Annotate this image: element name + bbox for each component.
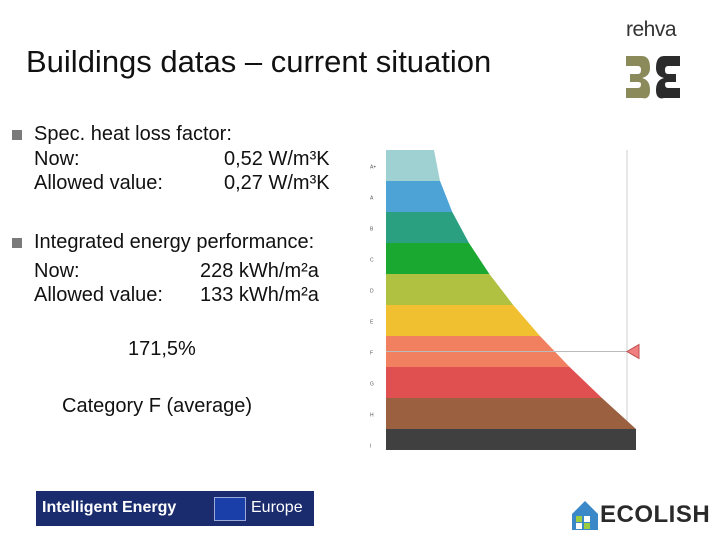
energy-class-label: C [370,258,374,264]
heat-loss-now-value: 0,52 W/m³K [224,148,330,170]
energy-class-label: B [370,227,374,233]
energy-class-band [386,212,469,243]
intelligent-energy-logo: Intelligent Energy Europe [36,491,314,526]
energy-now-value: 228 kWh/m²a [200,260,319,282]
energy-class-band [386,367,602,398]
rehva-wordmark: rehva [626,18,677,41]
energy-class-label: A [370,196,374,202]
energy-class-label: I [370,444,371,450]
heat-loss-allowed-value: 0,27 W/m³K [224,172,330,194]
bullet-marker [12,130,22,140]
heat-loss-now-key: Now: [34,148,80,170]
energy-class-band [386,150,441,181]
energy-class-band [386,305,540,336]
energy-label-chart: A+ A B C D E F G H I [360,140,640,460]
energy-class-label: A+ [370,165,376,171]
energy-class-band [386,429,636,460]
heat-loss-allowed-key: Allowed value: [34,172,163,194]
energy-class-label: F [370,351,373,357]
rehva-logo: rehva [620,18,692,100]
eu-flag-icon [214,497,246,521]
ie-logo-left-text: Intelligent Energy [42,499,177,516]
energy-class-label: E [370,320,374,326]
category-label: Category F (average) [62,395,253,417]
ie-logo-right-text: Europe [251,499,303,516]
energy-class-label: D [370,289,374,295]
bullet-marker [12,238,22,248]
current-class-marker [626,343,640,360]
energy-performance-label: Integrated energy performance: [34,231,315,253]
energy-class-label: H [370,413,374,419]
energy-class-band [386,398,636,429]
energy-class-band [386,181,453,212]
ecolish-wordmark: ECOLISH [600,501,711,528]
energy-allowed-key: Allowed value: [34,284,163,306]
page-title: Buildings datas – current situation [26,44,492,79]
energy-now-key: Now: [34,260,80,282]
ecolish-logo: ECOLISH [570,496,710,532]
energy-class-band [386,243,490,274]
rehva-symbol-icon [626,56,680,99]
energy-allowed-value: 133 kWh/m²a [200,284,319,306]
house-icon [572,501,598,530]
energy-class-band [386,274,514,305]
heat-loss-label: Spec. heat loss factor: [34,123,232,145]
energy-label-svg: A+ A B C D E F G H I [370,150,640,460]
energy-class-label: G [370,382,374,388]
percent-value: 171,5% [128,338,196,360]
